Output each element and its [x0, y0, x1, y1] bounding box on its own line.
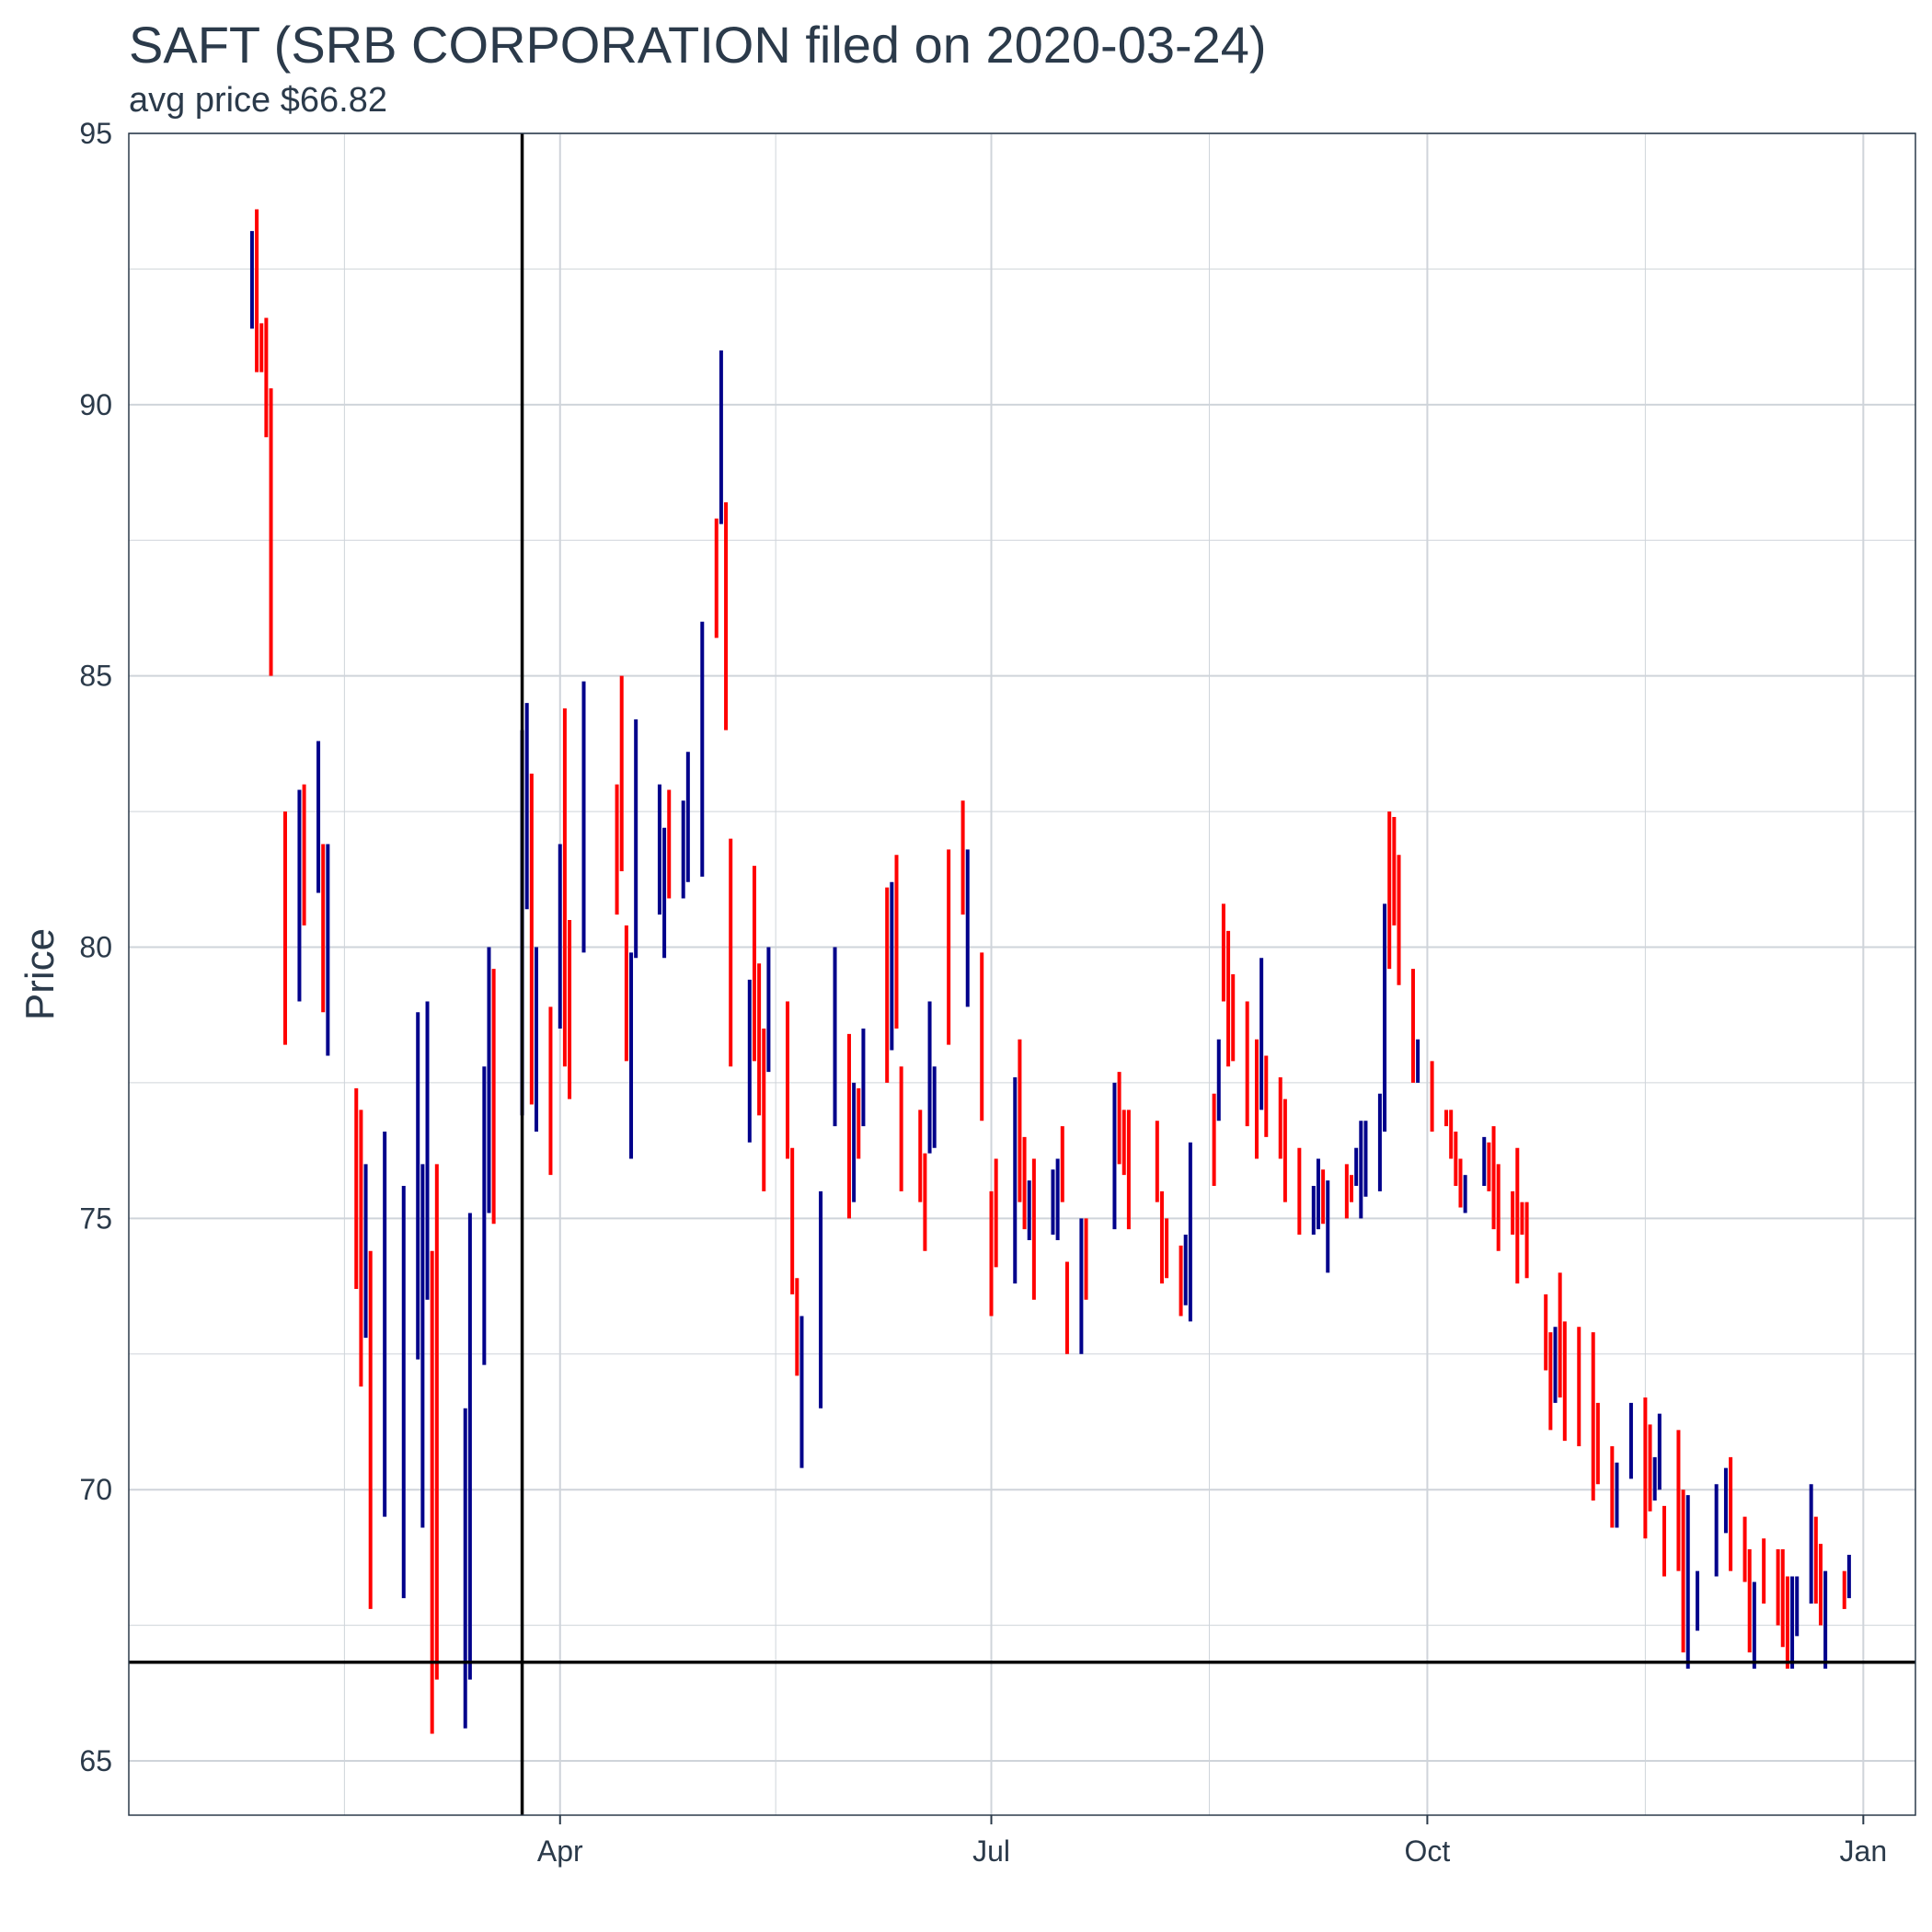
y-tick-label: 80	[79, 931, 112, 964]
axis-layer: 65 70 75 80 85 90 95 Apr Jul Oct Jan Price	[17, 117, 1916, 1868]
x-tick-label: Jan	[1840, 1834, 1888, 1868]
y-tick-label: 70	[79, 1473, 112, 1506]
y-tick-label: 90	[79, 388, 112, 421]
grid-layer	[129, 132, 1915, 1815]
plot-border	[128, 132, 1916, 1816]
x-tick-label: Oct	[1405, 1834, 1451, 1868]
y-tick-label: 75	[79, 1202, 112, 1235]
y-tick-label: 65	[79, 1744, 112, 1777]
y-axis-title: Price	[17, 928, 63, 1020]
y-tick-label: 85	[79, 660, 112, 693]
chart-title: SAFT (SRB CORPORATION filed on 2020-03-2…	[129, 16, 1267, 74]
chart-subtitle: avg price $66.82	[129, 81, 387, 120]
x-tick-label: Apr	[537, 1834, 583, 1868]
x-tick-label: Jul	[972, 1834, 1010, 1868]
bars-layer	[249, 209, 1851, 1734]
reference-lines	[129, 133, 1915, 1815]
y-tick-label: 95	[79, 117, 112, 150]
